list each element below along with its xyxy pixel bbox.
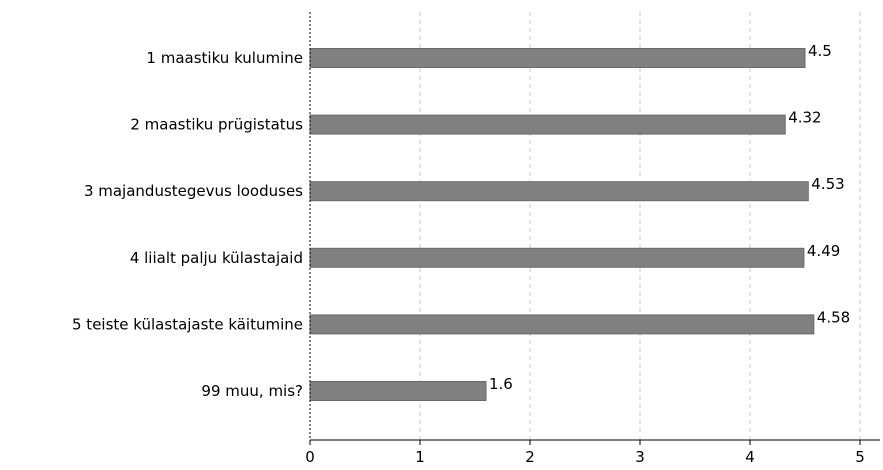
x-tick-label-2: 2 (525, 448, 535, 466)
category-label-6: 99 muu, mis? (201, 382, 303, 400)
x-tick-label-0: 0 (305, 448, 315, 466)
label-layer: 4.5 1 maastiku kulumine 4.32 2 maastiku prü… (72, 42, 865, 466)
grid-layer (419, 12, 861, 440)
bar-value-label-3: 4.53 (811, 175, 844, 193)
bar-value-label-1: 4.5 (808, 42, 832, 60)
bar-3 (309, 181, 809, 202)
bar-layer (309, 48, 815, 401)
bar-value-label-6: 1.6 (489, 375, 513, 393)
x-tick-label-1: 1 (415, 448, 425, 466)
category-label-3: 3 majandustegevus looduses (84, 182, 303, 200)
bar-value-label-5: 4.58 (817, 308, 850, 326)
bar-value-label-4: 4.49 (807, 242, 840, 260)
bar-4 (309, 247, 805, 268)
bar-5 (309, 314, 815, 335)
bar-value-label-2: 4.32 (788, 109, 821, 127)
category-label-1: 1 maastiku kulumine (146, 49, 303, 67)
category-label-2: 2 maastiku prügistatus (130, 116, 303, 134)
bar-6 (309, 381, 487, 401)
category-label-4: 4 liialt palju külastajaid (130, 249, 303, 267)
x-tick-label-4: 4 (745, 448, 755, 466)
x-tick-label-5: 5 (855, 448, 865, 466)
axis-layer (309, 12, 880, 445)
bar-2 (309, 114, 786, 135)
bar-1 (309, 48, 806, 68)
category-label-5: 5 teiste külastajaste käitumine (72, 315, 303, 333)
x-tick-label-3: 3 (635, 448, 645, 466)
